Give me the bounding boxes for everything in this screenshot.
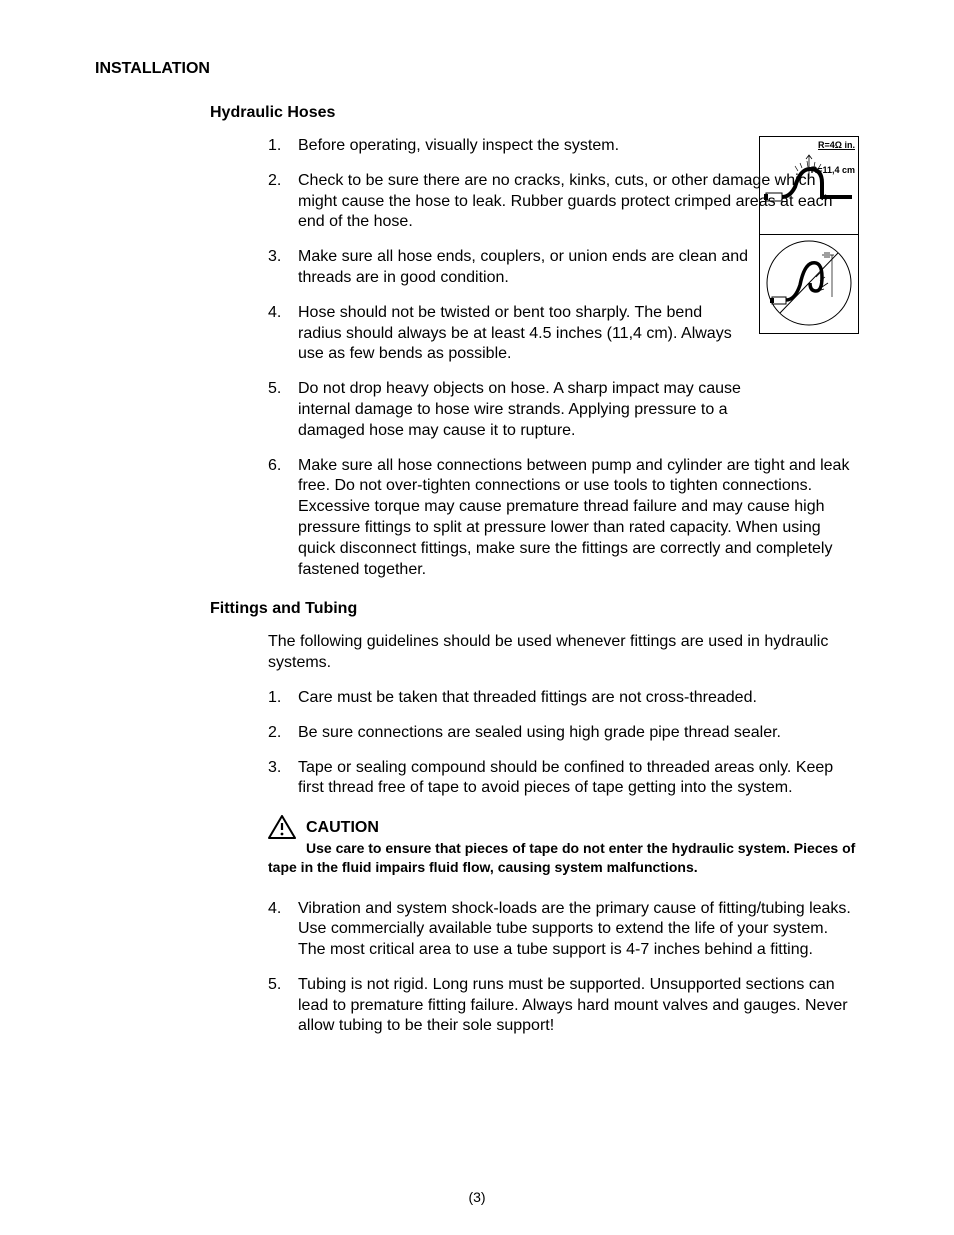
list-item: Vibration and system shock-loads are the…: [268, 899, 859, 961]
list-item: Care must be taken that threaded fitting…: [268, 688, 859, 709]
warning-icon: [268, 815, 296, 844]
fittings-list-a: Care must be taken that threaded fitting…: [268, 688, 859, 799]
page-number: (3): [0, 1189, 954, 1205]
list-item: Make sure all hose ends, couplers, or un…: [268, 247, 859, 289]
caution-text: Use care to ensure that pieces of tape d…: [268, 840, 855, 875]
caution-block: CAUTION Use care to ensure that pieces of…: [268, 817, 859, 876]
fittings-list-b: Vibration and system shock-loads are the…: [268, 899, 859, 1038]
list-item: Hose should not be twisted or bent too s…: [268, 303, 859, 365]
list-item: Be sure connections are sealed using hig…: [268, 723, 859, 744]
list-item: Before operating, visually inspect the s…: [268, 136, 859, 157]
caution-label: CAUTION: [306, 819, 379, 836]
list-item: Do not drop heavy objects on hose. A sha…: [268, 379, 859, 441]
list-item: Tape or sealing compound should be confi…: [268, 758, 859, 800]
list-item: Make sure all hose connections between p…: [268, 456, 859, 581]
subsection-fittings-tubing: Fittings and Tubing: [210, 600, 859, 618]
section-title: INSTALLATION: [95, 60, 859, 78]
hydraulic-hoses-list: Before operating, visually inspect the s…: [268, 136, 859, 580]
fittings-intro: The following guidelines should be used …: [268, 632, 859, 674]
subsection-hydraulic-hoses: Hydraulic Hoses: [210, 104, 859, 122]
list-item: Check to be sure there are no cracks, ki…: [268, 171, 859, 233]
list-item: Tubing is not rigid. Long runs must be s…: [268, 975, 859, 1037]
